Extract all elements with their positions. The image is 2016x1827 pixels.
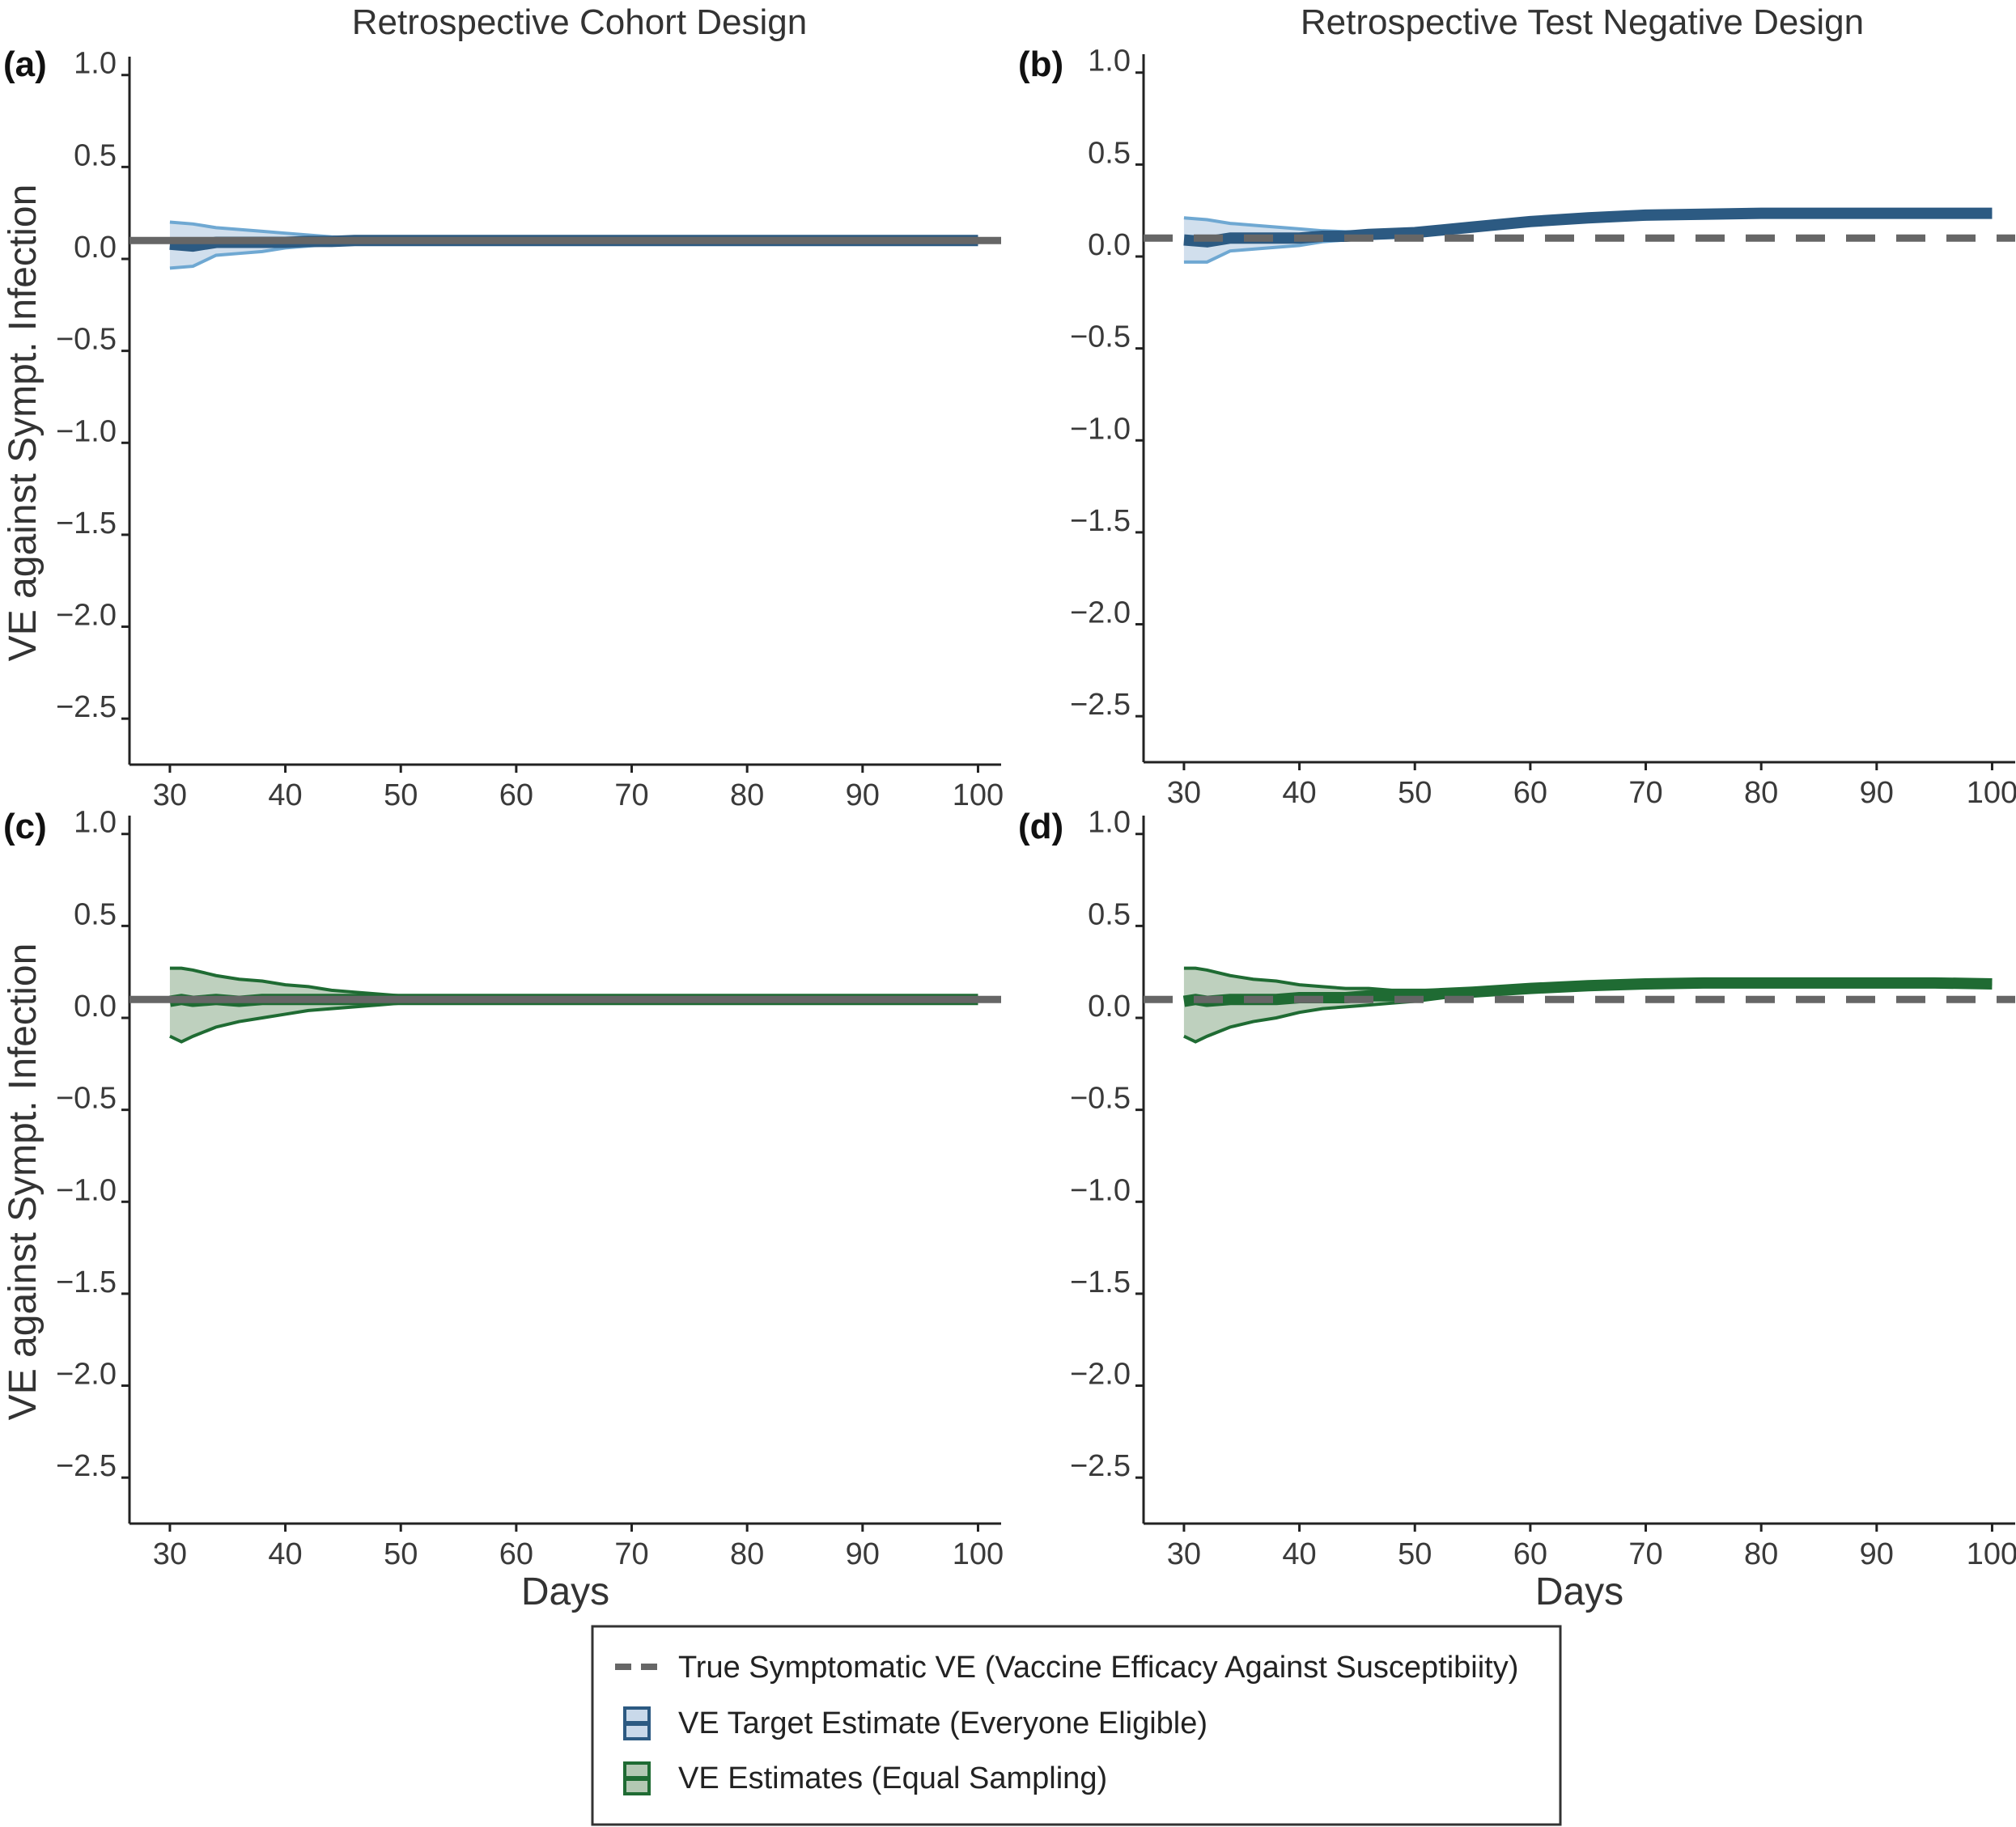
panel-b: (b) 1.0 0.5 0.0 −0.5 −1.0 −1.5 −2.0 −2.5 30 40 50 60… — [1018, 45, 2016, 810]
y-tick-label: −0.5 — [1070, 320, 1131, 354]
y-tick-label: 0.0 — [74, 990, 117, 1024]
y-tick-label: 0.5 — [1088, 897, 1131, 931]
x-tick-label: 100 — [1967, 776, 2016, 810]
legend-target-label: VE Target Estimate (Everyone Eligible) — [678, 1706, 1207, 1740]
x-tick-label: 80 — [1744, 776, 1778, 810]
y-tick-label: −2.5 — [1070, 688, 1131, 722]
y-tick-label: −1.0 — [56, 414, 117, 448]
y-tick-label: 0.5 — [74, 897, 117, 931]
legend-equal-swatch — [623, 1761, 651, 1795]
x-tick-label: 30 — [1167, 1537, 1201, 1571]
panel-label: (d) — [1018, 807, 1063, 846]
y-tick-label: −0.5 — [56, 1082, 117, 1116]
legend-box — [591, 1625, 1562, 1826]
x-tick-label: 90 — [846, 1537, 880, 1571]
y-tick-label: −2.0 — [1070, 1358, 1131, 1392]
y-tick-label: 0.5 — [1088, 136, 1131, 170]
y-tick-label: −1.5 — [1070, 1265, 1131, 1299]
x-tick-label: 40 — [1282, 776, 1316, 810]
y-tick-label: −2.5 — [56, 1449, 117, 1483]
y-tick-label: −1.5 — [56, 507, 117, 540]
x-tick-label: 50 — [1398, 1537, 1432, 1571]
y-tick-label: −2.0 — [1070, 596, 1131, 630]
confidence-band — [1183, 968, 1993, 1042]
y-tick-label: −2.0 — [56, 599, 117, 633]
x-tick-label: 40 — [268, 1537, 302, 1571]
x-tick-label: 80 — [730, 778, 764, 812]
x-tick-label: 40 — [268, 778, 302, 812]
x-tick-label: 50 — [1398, 776, 1432, 810]
y-tick-label: 0.0 — [1088, 228, 1131, 262]
y-tick-label: 1.0 — [1088, 45, 1131, 78]
x-tick-label: 30 — [153, 778, 187, 812]
y-tick-label: −1.5 — [1070, 504, 1131, 538]
y-tick-label: −0.5 — [56, 323, 117, 357]
x-tick-label: 50 — [384, 778, 418, 812]
legend: True Symptomatic VE (Vaccine Efficacy Ag… — [591, 1625, 1562, 1826]
y-tick-label: 1.0 — [74, 47, 117, 81]
x-tick-label: 60 — [1513, 776, 1547, 810]
x-tick-label: 60 — [1513, 1537, 1547, 1571]
x-tick-label: 90 — [1860, 776, 1894, 810]
y-tick-label: −2.5 — [1070, 1449, 1131, 1483]
x-tick-label: 90 — [846, 778, 880, 812]
legend-true-ve-label: True Symptomatic VE (Vaccine Efficacy Ag… — [678, 1651, 1518, 1685]
panel-a: (a) 1.0 0.5 0.0 −0.5 −1.0 −1.5 −2.0 −2.5 30 40 50 60… — [2, 45, 1004, 812]
x-tick-label: 60 — [499, 1537, 533, 1571]
x-tick-label: 80 — [730, 1537, 764, 1571]
panel-label: (c) — [3, 807, 47, 846]
y-tick-label: −2.0 — [56, 1358, 117, 1392]
x-tick-label: 90 — [1860, 1537, 1894, 1571]
x-tick-label: 70 — [614, 778, 648, 812]
legend-equal-label: VE Estimates (Equal Sampling) — [678, 1761, 1107, 1795]
x-axis-title: Days — [1535, 1571, 1623, 1613]
y-tick-label: 0.5 — [74, 138, 117, 172]
x-tick-label: 70 — [614, 1537, 648, 1571]
x-tick-label: 40 — [1282, 1537, 1316, 1571]
panel-label: (a) — [3, 45, 47, 84]
x-tick-label: 30 — [153, 1537, 187, 1571]
y-tick-label: −1.0 — [1070, 1173, 1131, 1207]
column-title-cohort: Retrospective Cohort Design — [352, 2, 807, 42]
x-tick-label: 100 — [953, 1537, 1004, 1571]
y-tick-label: −1.5 — [56, 1265, 117, 1299]
x-axis-title: Days — [521, 1571, 609, 1613]
column-title-test-negative: Retrospective Test Negative Design — [1301, 2, 1864, 42]
y-axis-title: VE against Sympt. Infection — [2, 184, 45, 662]
x-tick-label: 70 — [1628, 1537, 1662, 1571]
y-tick-label: −2.5 — [56, 690, 117, 724]
legend-target-swatch — [623, 1706, 651, 1740]
y-tick-label: −1.0 — [56, 1173, 117, 1207]
y-tick-label: 0.0 — [1088, 990, 1131, 1024]
x-tick-label: 80 — [1744, 1537, 1778, 1571]
y-axis-title: VE against Sympt. Infection — [2, 943, 45, 1421]
x-tick-label: 60 — [499, 778, 533, 812]
y-tick-label: −0.5 — [1070, 1082, 1131, 1116]
x-tick-label: 30 — [1167, 776, 1201, 810]
y-tick-label: 0.0 — [74, 231, 117, 265]
x-tick-label: 70 — [1628, 776, 1662, 810]
x-tick-label: 100 — [953, 778, 1004, 812]
estimate-line — [1182, 977, 1993, 1007]
y-tick-label: 1.0 — [74, 806, 117, 840]
panel-label: (b) — [1018, 45, 1063, 84]
panel-d: (d) 1.0 0.5 0.0 −0.5 −1.0 −1.5 −2.0 −2.5 30 40 50 60… — [1018, 806, 2016, 1613]
y-tick-label: 1.0 — [1088, 806, 1131, 840]
y-tick-label: −1.0 — [1070, 412, 1131, 446]
x-tick-label: 100 — [1967, 1537, 2016, 1571]
panel-c: (c) 1.0 0.5 0.0 −0.5 −1.0 −1.5 −2.0 −2.5 30 40 50 60… — [2, 806, 1004, 1613]
x-tick-label: 50 — [384, 1537, 418, 1571]
